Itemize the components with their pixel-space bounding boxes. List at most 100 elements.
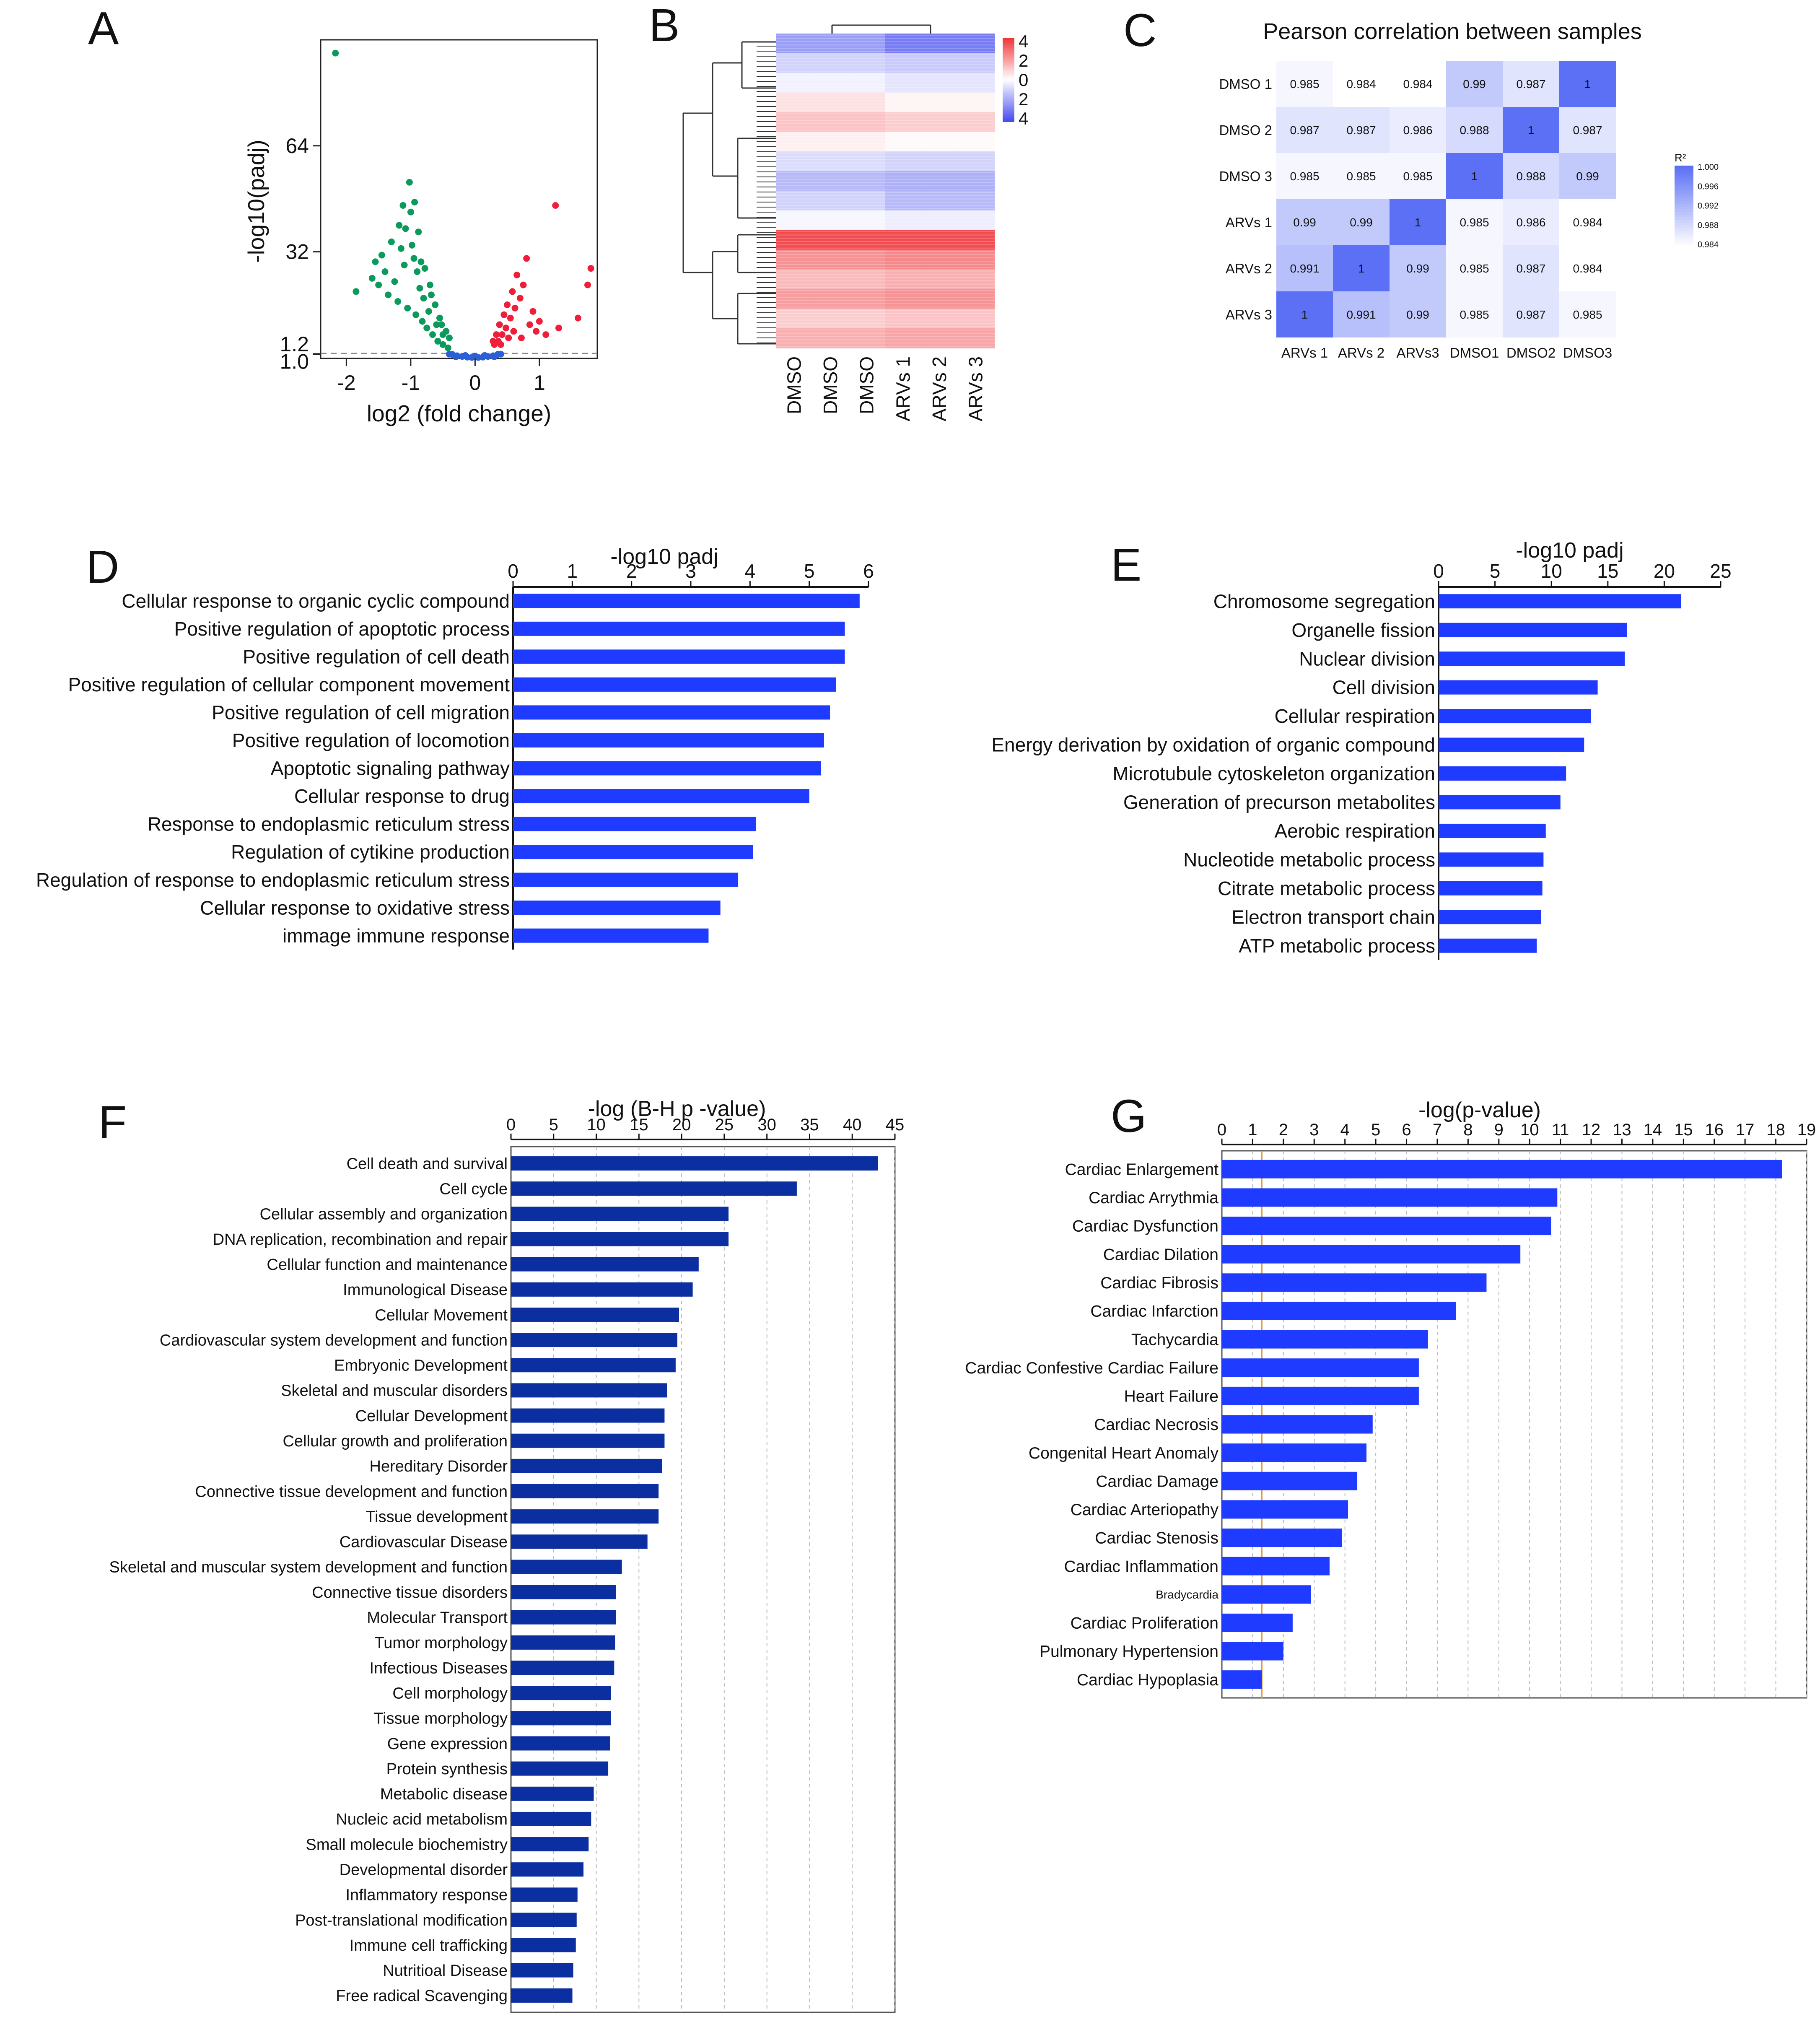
category-label: Cellular response to oxidative stress [200,897,510,919]
correlation-cell [1390,291,1446,337]
heatmap-cell [849,328,886,348]
x-tick-label: 6 [1402,1121,1411,1139]
y-tick-label: 1.2 [280,332,309,356]
point-down [394,298,402,305]
category-label: Tissue development [366,1508,508,1526]
heatmap-cell [921,151,959,172]
bar [1222,1500,1348,1519]
legend-swatch [1003,94,1014,97]
point-down [414,268,421,275]
category-label: Cardiac Infarction [1090,1303,1219,1321]
legend-swatch [1003,52,1014,55]
category-label: Cell cycle [439,1181,508,1198]
bar [1222,1330,1428,1349]
bar [511,1862,584,1877]
bar [1222,1415,1373,1434]
heatmap-cell [958,230,995,250]
chart-title: Pearson correlation between samples [1263,19,1642,44]
point-up [555,324,562,332]
legend-tick-label: 4 [1019,31,1028,51]
bar [511,1711,611,1726]
bar [1439,795,1561,810]
x-tick-label: 15 [630,1116,648,1134]
category-label: Embryonic Development [334,1357,508,1375]
point-up [504,301,511,309]
category-label: Developmental disorder [340,1861,508,1879]
legend-swatch [1003,44,1014,47]
row-label: DMSO 3 [1219,169,1272,184]
category-label: Chromosome segregation [1213,590,1435,612]
legend-swatch [1003,88,1014,91]
bar [511,1786,594,1801]
legend-swatch [1003,92,1014,95]
point-ns [472,353,479,360]
legend-swatch [1675,220,1693,223]
category-label: Immune cell trafficking [350,1937,508,1954]
x-tick-label: 5 [1371,1121,1380,1139]
bar [513,845,753,859]
column-label: DMSO [819,356,841,414]
correlation-value: 0.986 [1403,124,1432,137]
x-tick-label: 13 [1613,1121,1631,1139]
bar [1222,1188,1558,1207]
x-tick-label: 16 [1705,1121,1724,1139]
heatmap-cell [921,230,959,250]
point-up [490,337,497,345]
legend-swatch [1675,187,1693,191]
legend-swatch [1675,201,1693,204]
heatmap-cell [812,73,850,93]
category-label: Connective tissue development and functi… [195,1483,508,1500]
x-tick-label: 5 [1490,560,1501,582]
bar [511,1585,616,1599]
category-label: Hereditary Disorder [370,1458,508,1475]
heatmap-cell [921,309,959,329]
category-label: Tissue morphology [373,1710,508,1728]
legend-swatch [1675,174,1693,177]
category-label: Cellular Development [355,1407,508,1425]
category-label: Cardiac Arteriopathy [1071,1501,1219,1519]
heatmap-cell [812,191,850,211]
x-tick-label: 17 [1736,1121,1755,1139]
heatmap-cell [812,309,850,329]
category-label: Regulation of response to endoplasmic re… [36,869,510,891]
point-up [552,202,559,209]
heatmap-cell [776,132,813,152]
panel-letter-f: F [99,1097,127,1148]
legend-swatch [1675,215,1693,218]
category-label: Tumor morphology [375,1634,508,1652]
bar [1222,1529,1342,1547]
heatmap-cell [776,230,813,250]
x-tick-label: 10 [1541,560,1562,582]
x-tick-label: 14 [1644,1121,1662,1139]
x-tick-label: 3 [685,560,696,582]
legend-swatch [1675,242,1693,245]
bar [511,1736,610,1751]
heatmap-cell [921,53,959,73]
correlation-value: 1 [1301,308,1308,321]
bar [1222,1670,1262,1689]
legend-swatch [1003,46,1014,49]
row-label: DMSO 1 [1219,76,1272,92]
point-up [500,311,508,318]
correlation-cell [1390,153,1446,199]
point-down [408,241,415,249]
x-tick-label: 4 [745,560,756,582]
x-tick-label: -2 [337,371,355,395]
point-down [429,331,436,338]
bar [511,1333,677,1347]
legend-swatch [1003,42,1014,44]
x-tick-label: 0 [1433,560,1444,582]
heatmap-cell [885,191,922,211]
bar [511,1988,573,2003]
y-tick-label: 1.0 [280,350,309,374]
point-down [411,199,418,206]
point-up [497,341,504,348]
category-label: Citrate metabolic process [1218,877,1435,899]
point-down [378,252,385,259]
heatmap-cell [921,210,959,231]
legend-swatch [1675,176,1693,180]
category-label: Congenital Heart Anomaly [1029,1444,1219,1462]
heatmap-cell [812,151,850,172]
point-down [417,258,425,265]
column-label: DMSO3 [1563,345,1612,361]
